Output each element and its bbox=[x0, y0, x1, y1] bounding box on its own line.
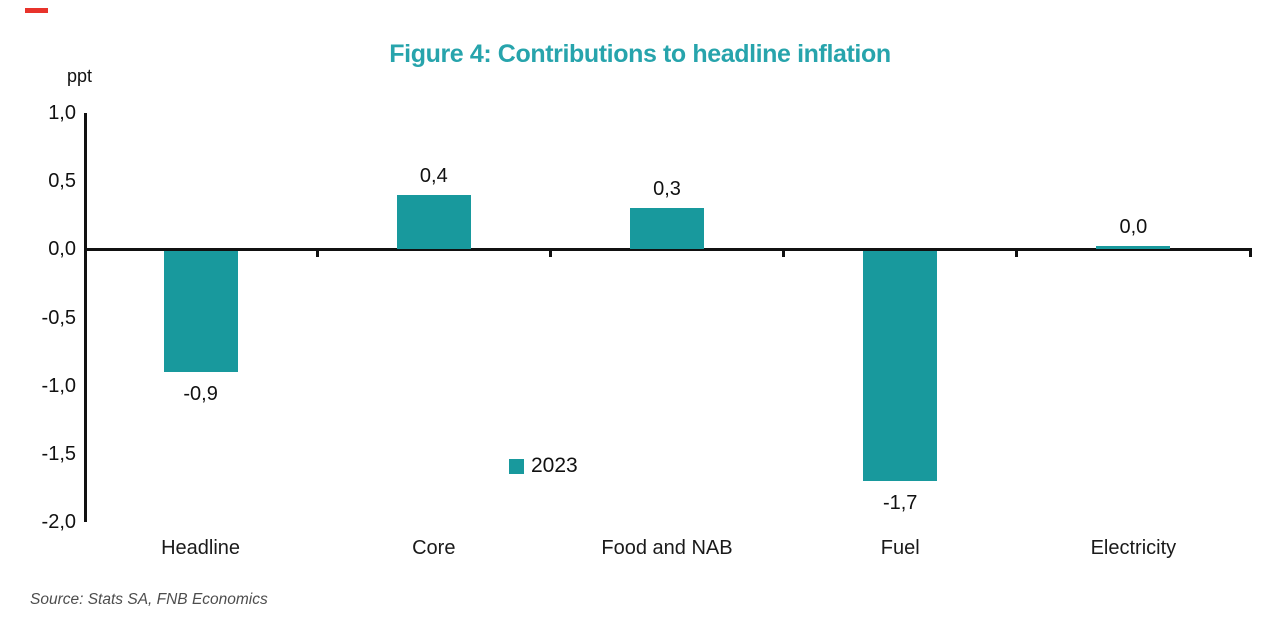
y-axis-line bbox=[84, 113, 87, 522]
bar-headline bbox=[163, 251, 238, 373]
category-label: Headline bbox=[161, 537, 241, 559]
y-tick-label: -1,5 bbox=[41, 442, 76, 465]
y-tick-label: 1,0 bbox=[48, 102, 76, 124]
x-axis-tick bbox=[1015, 248, 1019, 257]
data-label: 0,0 bbox=[1119, 215, 1148, 238]
bar-food-and-nab bbox=[630, 208, 704, 250]
data-label: 0,4 bbox=[419, 164, 448, 187]
y-tick-label: -0,5 bbox=[41, 306, 76, 329]
category-label: Electricity bbox=[1090, 537, 1177, 559]
x-axis-tick bbox=[782, 248, 786, 257]
data-label: -0,9 bbox=[183, 383, 218, 406]
legend-swatch-icon bbox=[509, 458, 524, 474]
y-tick-label: 0,5 bbox=[48, 170, 76, 193]
category-label: Fuel bbox=[880, 537, 920, 559]
y-tick-label: -1,0 bbox=[41, 374, 76, 397]
bar-fuel bbox=[863, 251, 938, 482]
y-tick-label: -2,0 bbox=[41, 511, 76, 533]
category-label: Core bbox=[412, 537, 456, 559]
data-label: -1,7 bbox=[882, 492, 918, 515]
x-axis-zero-line bbox=[84, 248, 1250, 251]
chart-title: Figure 4: Contributions to headline infl… bbox=[389, 40, 891, 68]
legend-label: 2023 bbox=[531, 454, 578, 477]
x-axis-tick bbox=[1248, 248, 1252, 257]
legend: 2023 bbox=[509, 454, 578, 478]
x-axis-tick bbox=[315, 248, 319, 257]
bar-core bbox=[396, 194, 471, 250]
bar-electricity bbox=[1096, 245, 1171, 250]
data-label: 0,3 bbox=[653, 178, 681, 201]
category-label: Food and NAB bbox=[601, 537, 733, 559]
source-note: Source: Stats SA, FNB Economics bbox=[30, 591, 268, 608]
y-tick-label: 0,0 bbox=[48, 238, 76, 261]
red-accent-dash bbox=[25, 8, 48, 13]
x-axis-tick bbox=[548, 248, 552, 257]
y-axis-unit-label: ppt bbox=[67, 66, 93, 86]
